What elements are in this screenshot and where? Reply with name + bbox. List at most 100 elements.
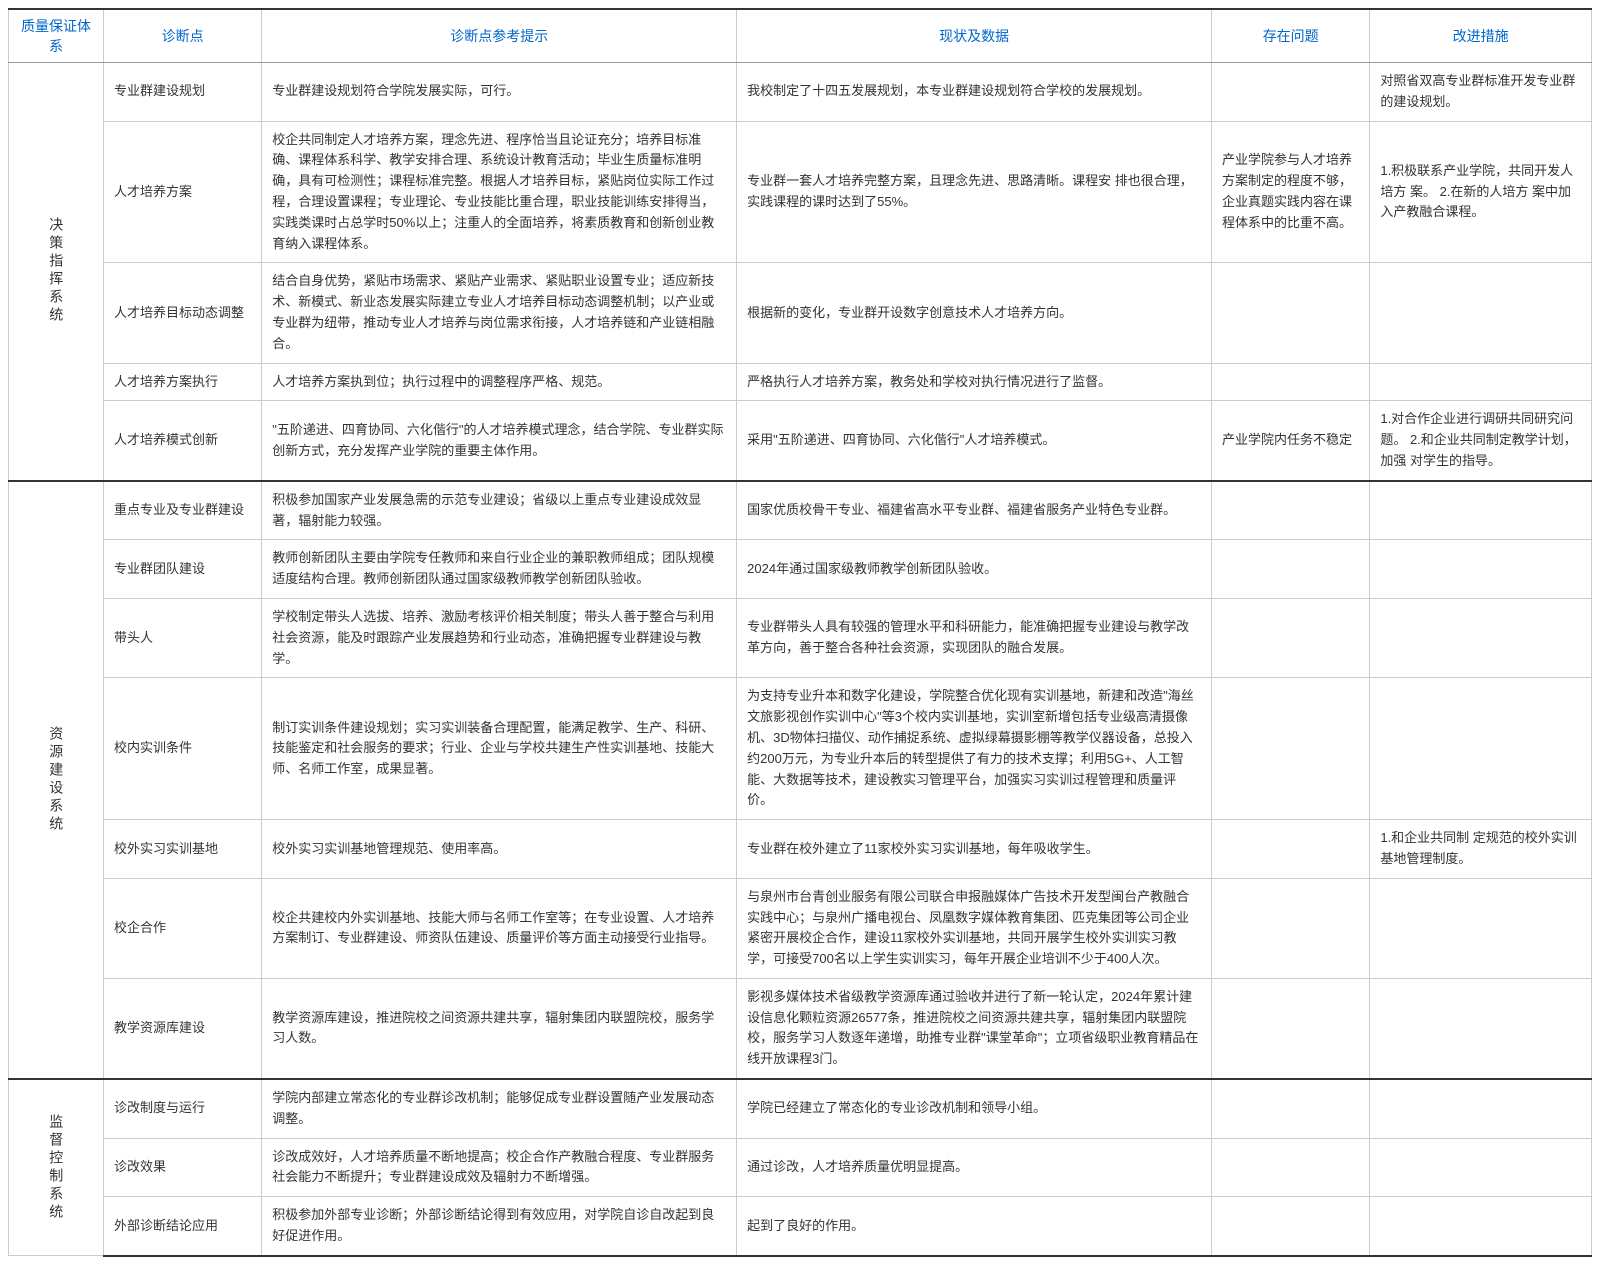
system-cell: 资源建设系统 xyxy=(9,481,104,1079)
point-cell: 外部诊断结论应用 xyxy=(103,1197,261,1256)
header-status: 现状及数据 xyxy=(737,9,1212,63)
table-row: 诊改效果诊改成效好，人才培养质量不断地提高；校企合作产教融合程度、专业群服务社会… xyxy=(9,1138,1592,1197)
status-cell: 专业群一套人才培养完整方案，且理念先进、思路清晰。课程安 排也很合理，实践课程的… xyxy=(737,121,1212,263)
header-point: 诊断点 xyxy=(103,9,261,63)
problem-cell xyxy=(1212,878,1370,978)
measure-cell xyxy=(1370,678,1592,820)
point-cell: 专业群建设规划 xyxy=(103,63,261,122)
table-row: 人才培养目标动态调整结合自身优势，紧贴市场需求、紧贴产业需求、紧贴职业设置专业；… xyxy=(9,263,1592,363)
problem-cell xyxy=(1212,1138,1370,1197)
table-row: 人才培养模式创新"五阶递进、四育协同、六化偕行"的人才培养模式理念，结合学院、专… xyxy=(9,401,1592,481)
measure-cell: 1.和企业共同制 定规范的校外实训基地管理制度。 xyxy=(1370,820,1592,879)
header-system: 质量保证体系 xyxy=(9,9,104,63)
problem-cell xyxy=(1212,598,1370,677)
table-row: 教学资源库建设教学资源库建设，推进院校之间资源共建共享，辐射集团内联盟院校，服务… xyxy=(9,978,1592,1079)
status-cell: 我校制定了十四五发展规划，本专业群建设规划符合学校的发展规划。 xyxy=(737,63,1212,122)
system-cell: 决策指挥系统 xyxy=(9,63,104,481)
table-row: 监督控制系统诊改制度与运行学院内部建立常态化的专业群诊改机制；能够促成专业群设置… xyxy=(9,1079,1592,1138)
hint-cell: 人才培养方案执到位；执行过程中的调整程序严格、规范。 xyxy=(262,363,737,401)
measure-cell xyxy=(1370,878,1592,978)
measure-cell: 1.积极联系产业学院，共同开发人培方 案。 2.在新的人培方 案中加入产教融合课… xyxy=(1370,121,1592,263)
hint-cell: 专业群建设规划符合学院发展实际，可行。 xyxy=(262,63,737,122)
measure-cell xyxy=(1370,598,1592,677)
hint-cell: "五阶递进、四育协同、六化偕行"的人才培养模式理念，结合学院、专业群实际创新方式… xyxy=(262,401,737,481)
system-cell: 监督控制系统 xyxy=(9,1079,104,1256)
status-cell: 专业群带头人具有较强的管理水平和科研能力，能准确把握专业建设与教学改革方向，善于… xyxy=(737,598,1212,677)
status-cell: 根据新的变化，专业群开设数字创意技术人才培养方向。 xyxy=(737,263,1212,363)
hint-cell: 教师创新团队主要由学院专任教师和来自行业企业的兼职教师组成；团队规模适度结构合理… xyxy=(262,540,737,599)
status-cell: 国家优质校骨干专业、福建省高水平专业群、福建省服务产业特色专业群。 xyxy=(737,481,1212,540)
point-cell: 专业群团队建设 xyxy=(103,540,261,599)
hint-cell: 积极参加外部专业诊断；外部诊断结论得到有效应用，对学院自诊自改起到良好促进作用。 xyxy=(262,1197,737,1256)
quality-assurance-table: 质量保证体系 诊断点 诊断点参考提示 现状及数据 存在问题 改进措施 决策指挥系… xyxy=(8,8,1592,1257)
hint-cell: 结合自身优势，紧贴市场需求、紧贴产业需求、紧贴职业设置专业；适应新技术、新模式、… xyxy=(262,263,737,363)
point-cell: 重点专业及专业群建设 xyxy=(103,481,261,540)
measure-cell xyxy=(1370,1079,1592,1138)
problem-cell xyxy=(1212,540,1370,599)
status-cell: 严格执行人才培养方案，教务处和学校对执行情况进行了监督。 xyxy=(737,363,1212,401)
point-cell: 校内实训条件 xyxy=(103,678,261,820)
measure-cell xyxy=(1370,540,1592,599)
problem-cell xyxy=(1212,678,1370,820)
problem-cell xyxy=(1212,481,1370,540)
problem-cell xyxy=(1212,820,1370,879)
table-row: 专业群团队建设教师创新团队主要由学院专任教师和来自行业企业的兼职教师组成；团队规… xyxy=(9,540,1592,599)
problem-cell xyxy=(1212,263,1370,363)
status-cell: 通过诊改，人才培养质量优明显提高。 xyxy=(737,1138,1212,1197)
table-row: 人才培养方案执行人才培养方案执到位；执行过程中的调整程序严格、规范。严格执行人才… xyxy=(9,363,1592,401)
measure-cell xyxy=(1370,978,1592,1079)
problem-cell: 产业学院参与人才培养方案制定的程度不够，企业真题实践内容在课程体系中的比重不高。 xyxy=(1212,121,1370,263)
point-cell: 教学资源库建设 xyxy=(103,978,261,1079)
point-cell: 诊改制度与运行 xyxy=(103,1079,261,1138)
hint-cell: 校外实习实训基地管理规范、使用率高。 xyxy=(262,820,737,879)
problem-cell: 产业学院内任务不稳定 xyxy=(1212,401,1370,481)
table-row: 外部诊断结论应用积极参加外部专业诊断；外部诊断结论得到有效应用，对学院自诊自改起… xyxy=(9,1197,1592,1256)
point-cell: 人才培养模式创新 xyxy=(103,401,261,481)
point-cell: 人才培养方案 xyxy=(103,121,261,263)
hint-cell: 学院内部建立常态化的专业群诊改机制；能够促成专业群设置随产业发展动态调整。 xyxy=(262,1079,737,1138)
problem-cell xyxy=(1212,1197,1370,1256)
problem-cell xyxy=(1212,1079,1370,1138)
point-cell: 校企合作 xyxy=(103,878,261,978)
header-measure: 改进措施 xyxy=(1370,9,1592,63)
point-cell: 诊改效果 xyxy=(103,1138,261,1197)
table-row: 校内实训条件制订实训条件建设规划；实习实训装备合理配置，能满足教学、生产、科研、… xyxy=(9,678,1592,820)
status-cell: 学院已经建立了常态化的专业诊改机制和领导小组。 xyxy=(737,1079,1212,1138)
measure-cell xyxy=(1370,363,1592,401)
table-row: 校企合作校企共建校内外实训基地、技能大师与名师工作室等；在专业设置、人才培养方案… xyxy=(9,878,1592,978)
hint-cell: 校企共建校内外实训基地、技能大师与名师工作室等；在专业设置、人才培养方案制订、专… xyxy=(262,878,737,978)
hint-cell: 诊改成效好，人才培养质量不断地提高；校企合作产教融合程度、专业群服务社会能力不断… xyxy=(262,1138,737,1197)
hint-cell: 学校制定带头人选拔、培养、激励考核评价相关制度；带头人善于整合与利用社会资源，能… xyxy=(262,598,737,677)
table-row: 资源建设系统重点专业及专业群建设积极参加国家产业发展急需的示范专业建设；省级以上… xyxy=(9,481,1592,540)
header-problem: 存在问题 xyxy=(1212,9,1370,63)
measure-cell: 对照省双高专业群标准开发专业群的建设规划。 xyxy=(1370,63,1592,122)
table-row: 人才培养方案校企共同制定人才培养方案，理念先进、程序恰当且论证充分；培养目标准确… xyxy=(9,121,1592,263)
table-row: 决策指挥系统专业群建设规划专业群建设规划符合学院发展实际，可行。我校制定了十四五… xyxy=(9,63,1592,122)
point-cell: 校外实习实训基地 xyxy=(103,820,261,879)
hint-cell: 制订实训条件建设规划；实习实训装备合理配置，能满足教学、生产、科研、技能鉴定和社… xyxy=(262,678,737,820)
point-cell: 带头人 xyxy=(103,598,261,677)
problem-cell xyxy=(1212,63,1370,122)
measure-cell: 1.对合作企业进行调研共同研究问题。 2.和企业共同制定教学计划，加强 对学生的… xyxy=(1370,401,1592,481)
status-cell: 影视多媒体技术省级教学资源库通过验收并进行了新一轮认定，2024年累计建设信息化… xyxy=(737,978,1212,1079)
status-cell: 2024年通过国家级教师教学创新团队验收。 xyxy=(737,540,1212,599)
status-cell: 采用"五阶递进、四育协同、六化偕行"人才培养模式。 xyxy=(737,401,1212,481)
point-cell: 人才培养目标动态调整 xyxy=(103,263,261,363)
header-row: 质量保证体系 诊断点 诊断点参考提示 现状及数据 存在问题 改进措施 xyxy=(9,9,1592,63)
measure-cell xyxy=(1370,1197,1592,1256)
header-hint: 诊断点参考提示 xyxy=(262,9,737,63)
problem-cell xyxy=(1212,363,1370,401)
status-cell: 专业群在校外建立了11家校外实习实训基地，每年吸收学生。 xyxy=(737,820,1212,879)
problem-cell xyxy=(1212,978,1370,1079)
measure-cell xyxy=(1370,481,1592,540)
table-row: 校外实习实训基地校外实习实训基地管理规范、使用率高。专业群在校外建立了11家校外… xyxy=(9,820,1592,879)
measure-cell xyxy=(1370,1138,1592,1197)
hint-cell: 教学资源库建设，推进院校之间资源共建共享，辐射集团内联盟院校，服务学习人数。 xyxy=(262,978,737,1079)
status-cell: 起到了良好的作用。 xyxy=(737,1197,1212,1256)
table-row: 带头人学校制定带头人选拔、培养、激励考核评价相关制度；带头人善于整合与利用社会资… xyxy=(9,598,1592,677)
status-cell: 与泉州市台青创业服务有限公司联合申报融媒体广告技术开发型闽台产教融合实践中心；与… xyxy=(737,878,1212,978)
status-cell: 为支持专业升本和数字化建设，学院整合优化现有实训基地，新建和改造"海丝文旅影视创… xyxy=(737,678,1212,820)
hint-cell: 校企共同制定人才培养方案，理念先进、程序恰当且论证充分；培养目标准确、课程体系科… xyxy=(262,121,737,263)
hint-cell: 积极参加国家产业发展急需的示范专业建设；省级以上重点专业建设成效显著，辐射能力较… xyxy=(262,481,737,540)
measure-cell xyxy=(1370,263,1592,363)
